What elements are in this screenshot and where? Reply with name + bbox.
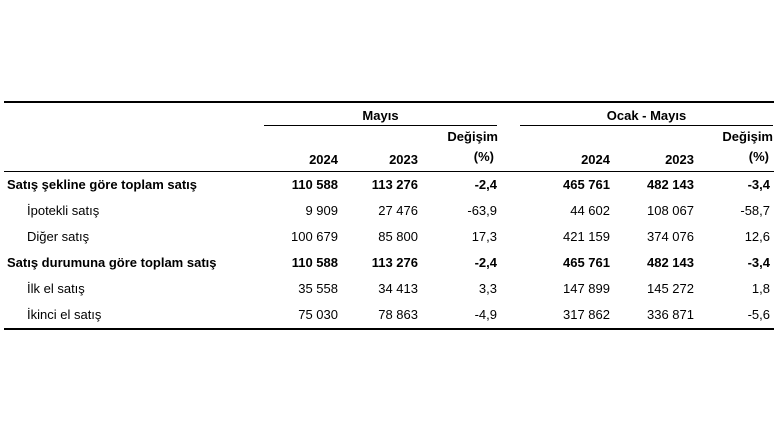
cell-ocak-2024: 147 899 <box>563 281 610 296</box>
cell-ocak-2024: 44 602 <box>570 203 610 218</box>
cell-mayis-2024: 35 558 <box>298 281 338 296</box>
cell-ocak-2024: 465 761 <box>563 177 610 192</box>
cell-mayis-change: 17,3 <box>471 229 497 244</box>
cell-ocak-2024: 421 159 <box>563 229 610 244</box>
row-label: İpotekli satış <box>27 203 100 218</box>
cell-mayis-2023: 78 863 <box>378 307 418 322</box>
row-label: Satış şekline göre toplam satış <box>7 177 198 192</box>
cell-mayis-change: -2,4 <box>474 255 497 270</box>
header-mayis-change-label: Değişim <box>447 129 498 144</box>
ocak-mayis-group-rule <box>520 125 773 126</box>
cell-ocak-change: 1,8 <box>751 281 770 296</box>
cell-mayis-2023: 113 276 <box>371 255 418 270</box>
table-bottom-rule <box>4 328 774 330</box>
cell-mayis-2023: 85 800 <box>378 229 418 244</box>
header-ocak-2023: 2023 <box>665 152 694 167</box>
cell-ocak-change: -3,4 <box>747 177 770 192</box>
header-mayis-change-unit: (%) <box>473 149 494 164</box>
cell-mayis-change: 3,3 <box>478 281 497 296</box>
header-bottom-rule <box>4 171 774 172</box>
cell-mayis-2023: 34 413 <box>378 281 418 296</box>
cell-mayis-2023: 113 276 <box>371 177 418 192</box>
row-label: İlk el satış <box>27 281 85 296</box>
cell-ocak-change: -3,4 <box>747 255 770 270</box>
row-label: Diğer satış <box>27 229 90 244</box>
header-group-mayis: Mayıs <box>362 108 399 123</box>
cell-mayis-change: -2,4 <box>474 177 497 192</box>
cell-ocak-2024: 317 862 <box>563 307 610 322</box>
header-mayis-2024: 2024 <box>309 152 338 167</box>
cell-mayis-2023: 27 476 <box>378 203 418 218</box>
mayis-group-rule <box>264 125 497 126</box>
header-mayis-2023: 2023 <box>389 152 418 167</box>
cell-ocak-2023: 482 143 <box>647 255 694 270</box>
cell-mayis-change: -63,9 <box>467 203 497 218</box>
cell-ocak-change: -5,6 <box>747 307 770 322</box>
header-ocak-2024: 2024 <box>581 152 610 167</box>
cell-mayis-2024: 110 588 <box>291 177 338 192</box>
header-ocak-change-label: Değişim <box>722 129 773 144</box>
cell-mayis-2024: 110 588 <box>291 255 338 270</box>
cell-mayis-change: -4,9 <box>474 307 497 322</box>
cell-mayis-2024: 9 909 <box>305 203 338 218</box>
header-ocak-change-unit: (%) <box>748 149 769 164</box>
row-label: Satış durumuna göre toplam satış <box>7 255 217 270</box>
cell-mayis-2024: 75 030 <box>298 307 338 322</box>
cell-ocak-2024: 465 761 <box>563 255 610 270</box>
table-top-rule <box>4 101 774 103</box>
cell-ocak-2023: 482 143 <box>647 177 694 192</box>
cell-ocak-2023: 108 067 <box>647 203 694 218</box>
row-label: İkinci el satış <box>27 307 102 322</box>
cell-ocak-change: -58,7 <box>740 203 770 218</box>
header-group-ocak-mayis: Ocak - Mayıs <box>606 108 687 123</box>
cell-ocak-change: 12,6 <box>744 229 770 244</box>
cell-ocak-2023: 145 272 <box>647 281 694 296</box>
cell-ocak-2023: 374 076 <box>647 229 694 244</box>
cell-ocak-2023: 336 871 <box>647 307 694 322</box>
cell-mayis-2024: 100 679 <box>291 229 338 244</box>
